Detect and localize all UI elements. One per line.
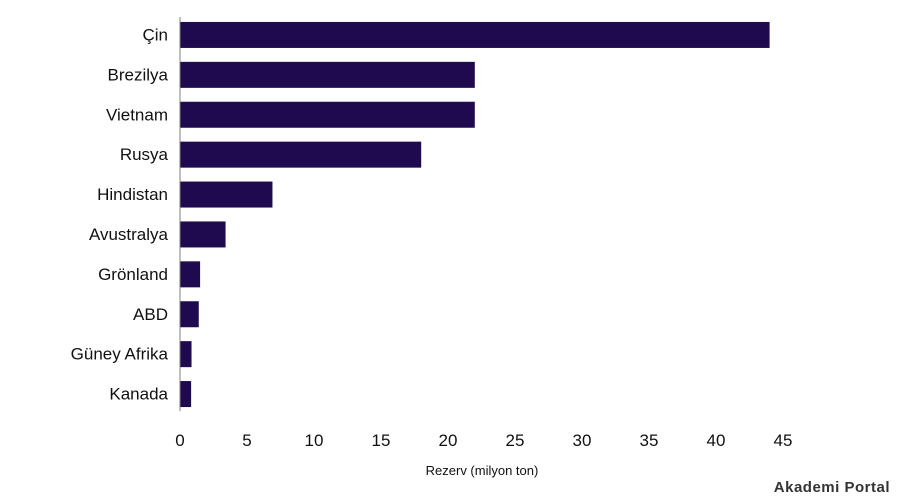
category-label: Avustralya bbox=[89, 225, 169, 244]
category-label: Kanada bbox=[109, 385, 168, 404]
x-tick-label: 30 bbox=[573, 431, 592, 450]
category-label: Vietnam bbox=[106, 105, 168, 124]
bar-6 bbox=[180, 261, 201, 288]
x-tick-label: 10 bbox=[305, 431, 324, 450]
category-label: Hindistan bbox=[97, 185, 168, 204]
category-label: Brezilya bbox=[108, 65, 169, 84]
x-tick-label: 5 bbox=[242, 431, 251, 450]
bars bbox=[180, 21, 770, 408]
x-tick-label: 0 bbox=[175, 431, 184, 450]
x-tick-label: 35 bbox=[640, 431, 659, 450]
x-tick-labels: 0 5 10 15 20 25 30 35 40 45 bbox=[175, 431, 792, 450]
category-labels: Çin Brezilya Vietnam Rusya Hindistan Avustral… bbox=[71, 25, 169, 403]
category-label: Rusya bbox=[120, 145, 169, 164]
category-label: ABD bbox=[133, 305, 168, 324]
category-label: Grönland bbox=[98, 265, 168, 284]
x-tick-label: 20 bbox=[439, 431, 458, 450]
x-axis-title: Rezerv (milyon ton) bbox=[426, 463, 539, 478]
bar-1 bbox=[180, 61, 475, 88]
x-tick-label: 25 bbox=[506, 431, 525, 450]
x-tick-label: 40 bbox=[707, 431, 726, 450]
bar-5 bbox=[180, 221, 226, 248]
x-tick-label: 45 bbox=[774, 431, 793, 450]
bar-7 bbox=[180, 301, 199, 328]
bar-9 bbox=[180, 381, 192, 408]
bar-3 bbox=[180, 141, 422, 168]
bar-8 bbox=[180, 341, 192, 368]
bar-0 bbox=[180, 21, 770, 48]
x-tick-label: 15 bbox=[372, 431, 391, 450]
bar-2 bbox=[180, 101, 475, 128]
watermark: Akademi Portal bbox=[773, 479, 890, 496]
category-label: Güney Afrika bbox=[71, 345, 169, 364]
bar-4 bbox=[180, 181, 273, 208]
category-label: Çin bbox=[142, 25, 168, 44]
